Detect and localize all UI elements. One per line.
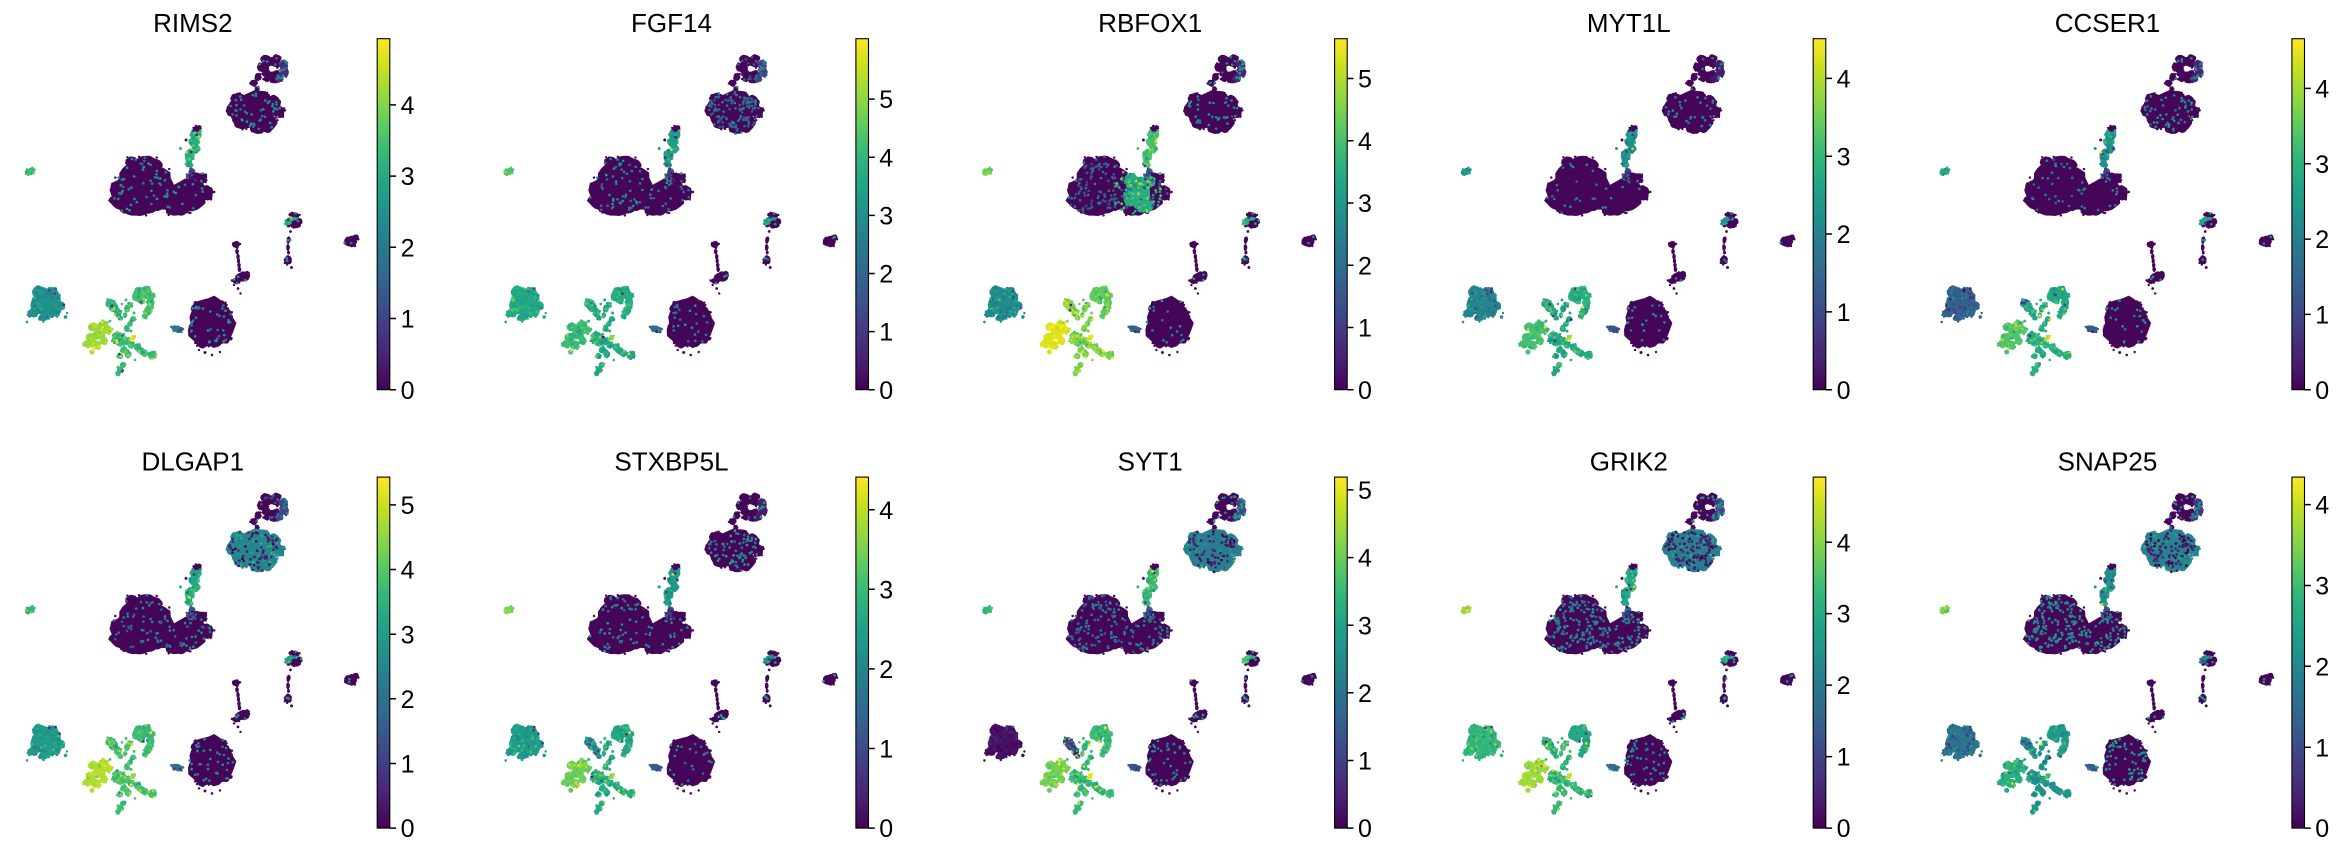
svg-text:3: 3 — [1358, 612, 1372, 640]
svg-text:RBFOX1: RBFOX1 — [1098, 8, 1202, 38]
svg-text:1: 1 — [879, 736, 893, 764]
svg-text:1: 1 — [401, 306, 415, 334]
svg-text:FGF14: FGF14 — [631, 8, 712, 38]
svg-text:2: 2 — [2315, 226, 2329, 254]
svg-text:5: 5 — [401, 492, 415, 520]
svg-text:4: 4 — [1358, 128, 1372, 156]
svg-text:0: 0 — [401, 377, 415, 405]
svg-text:STXBP5L: STXBP5L — [614, 447, 728, 477]
svg-text:4: 4 — [1837, 529, 1851, 557]
svg-text:0: 0 — [401, 815, 415, 843]
svg-text:2: 2 — [879, 656, 893, 684]
svg-text:0: 0 — [2315, 377, 2329, 405]
svg-text:GRIK2: GRIK2 — [1590, 447, 1668, 477]
svg-text:3: 3 — [2315, 151, 2329, 179]
svg-text:1: 1 — [401, 751, 415, 779]
svg-text:4: 4 — [879, 497, 893, 525]
svg-text:4: 4 — [1837, 66, 1851, 94]
svg-text:MYT1L: MYT1L — [1587, 8, 1671, 38]
svg-text:2: 2 — [1358, 680, 1372, 708]
svg-text:2: 2 — [2315, 653, 2329, 681]
svg-text:SYT1: SYT1 — [1118, 447, 1183, 477]
svg-text:2: 2 — [1837, 221, 1851, 249]
svg-text:3: 3 — [1837, 601, 1851, 629]
svg-text:3: 3 — [1837, 143, 1851, 171]
svg-text:5: 5 — [879, 86, 893, 114]
svg-text:1: 1 — [1358, 748, 1372, 776]
svg-text:DLGAP1: DLGAP1 — [141, 447, 244, 477]
svg-text:1: 1 — [879, 319, 893, 347]
svg-text:1: 1 — [1837, 744, 1851, 772]
svg-text:2: 2 — [1358, 252, 1372, 280]
svg-text:1: 1 — [1837, 299, 1851, 327]
svg-text:3: 3 — [401, 163, 415, 191]
svg-text:0: 0 — [1358, 815, 1372, 843]
svg-text:4: 4 — [2315, 492, 2329, 520]
svg-text:5: 5 — [1358, 477, 1372, 505]
svg-text:RIMS2: RIMS2 — [153, 8, 232, 38]
svg-text:1: 1 — [2315, 302, 2329, 330]
svg-text:2: 2 — [1837, 672, 1851, 700]
svg-text:4: 4 — [879, 144, 893, 172]
svg-text:3: 3 — [879, 576, 893, 604]
svg-text:4: 4 — [401, 92, 415, 120]
svg-text:0: 0 — [1837, 815, 1851, 843]
svg-text:5: 5 — [1358, 66, 1372, 94]
svg-text:1: 1 — [2315, 734, 2329, 762]
svg-text:4: 4 — [1358, 545, 1372, 573]
svg-text:3: 3 — [2315, 573, 2329, 601]
svg-text:1: 1 — [1358, 315, 1372, 343]
svg-text:0: 0 — [879, 377, 893, 405]
svg-text:SNAP25: SNAP25 — [2058, 447, 2158, 477]
svg-text:2: 2 — [879, 261, 893, 289]
svg-text:2: 2 — [401, 686, 415, 714]
svg-text:0: 0 — [879, 815, 893, 843]
svg-text:4: 4 — [2315, 76, 2329, 104]
svg-text:3: 3 — [879, 203, 893, 231]
svg-text:3: 3 — [1358, 190, 1372, 218]
svg-text:0: 0 — [1358, 377, 1372, 405]
svg-text:0: 0 — [1837, 377, 1851, 405]
svg-text:0: 0 — [2315, 815, 2329, 843]
svg-text:3: 3 — [401, 621, 415, 649]
svg-text:CCSER1: CCSER1 — [2055, 8, 2160, 38]
svg-text:2: 2 — [401, 234, 415, 262]
svg-text:4: 4 — [401, 557, 415, 585]
